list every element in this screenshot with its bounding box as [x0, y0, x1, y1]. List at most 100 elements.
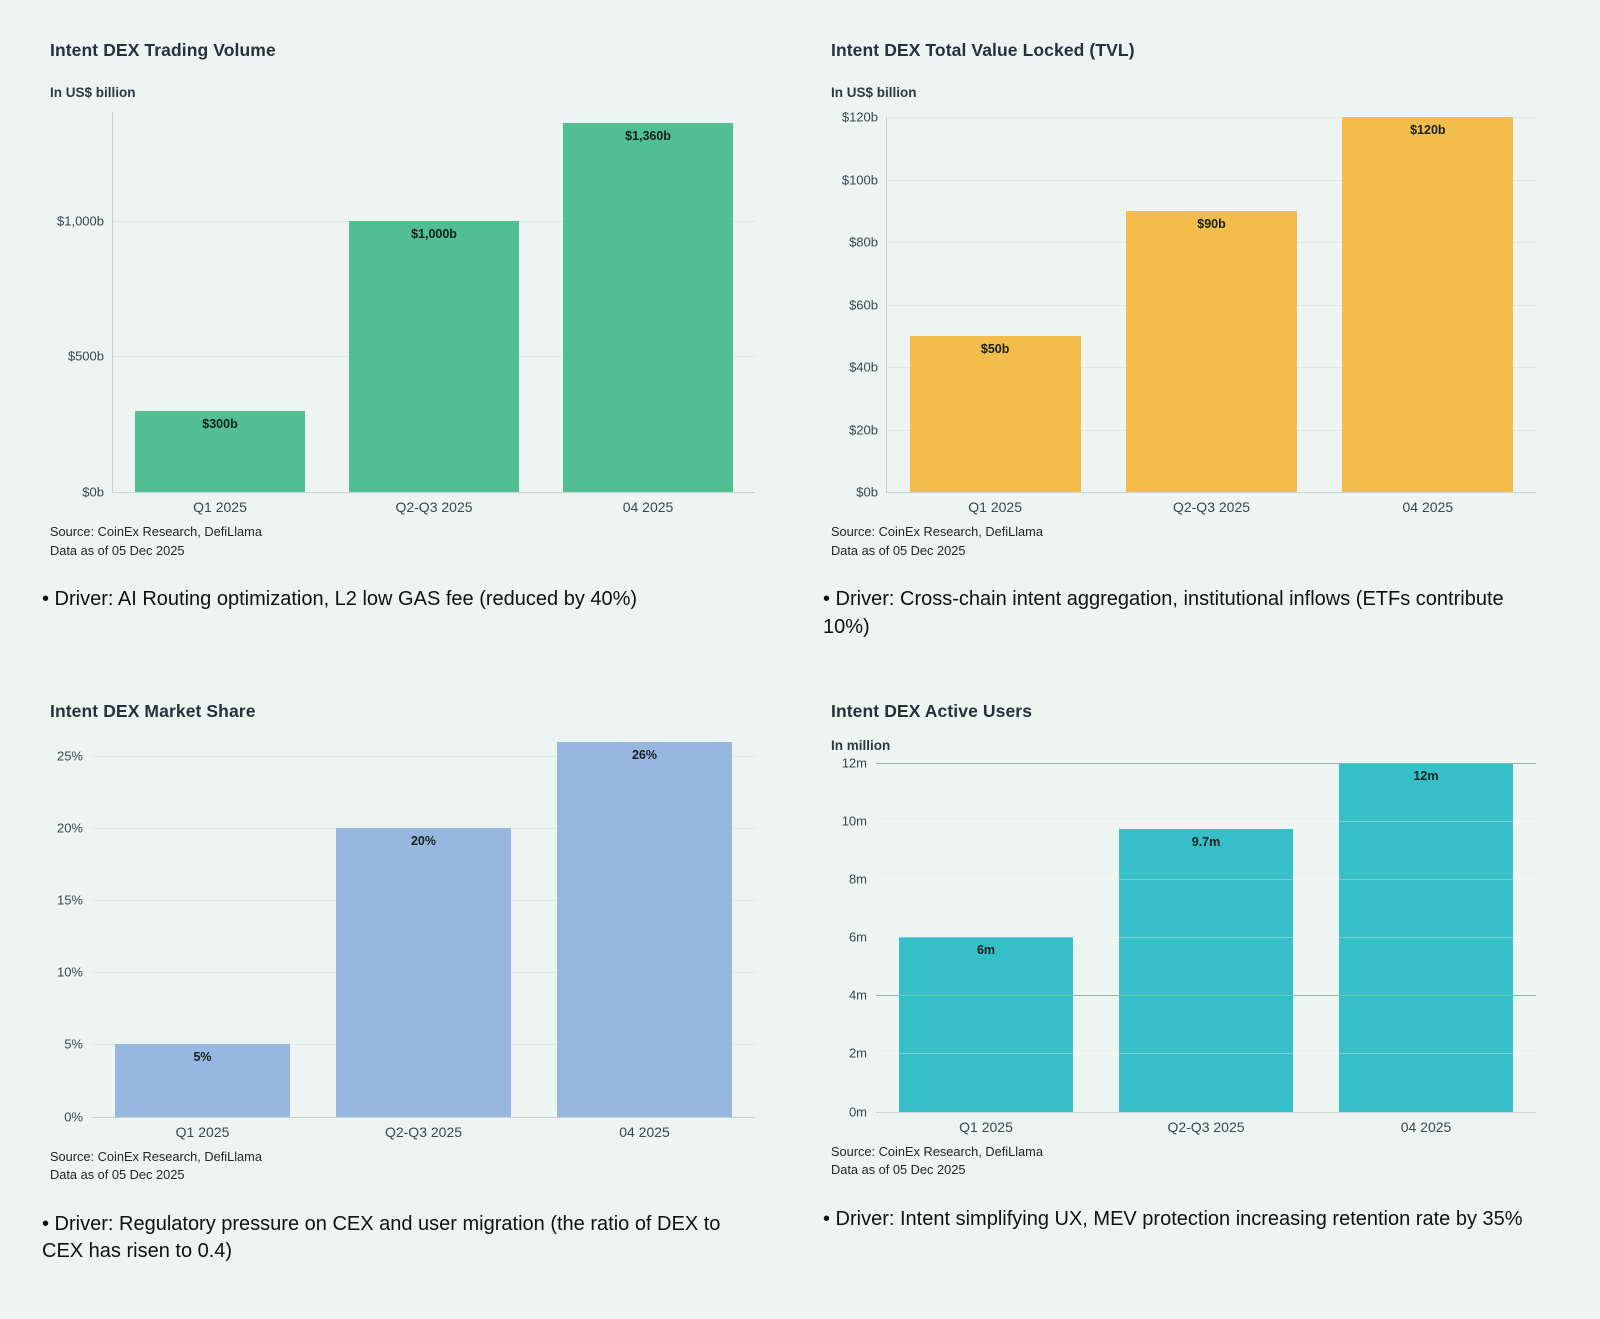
driver-note: • Driver: Regulatory pressure on CEX and…	[42, 1212, 721, 1263]
y-axis-unit-label: In US$ billion	[831, 85, 917, 100]
trading-volume-chart-card: Intent DEX Trading Volume In US$ billion…	[42, 40, 769, 649]
bar-value-label: 26%	[631, 747, 658, 762]
source-note: Source: CoinEx Research, DefiLlama Data …	[831, 523, 1550, 560]
bar-value-label: $90b	[1197, 216, 1226, 231]
driver-note: • Driver: Intent simplifying UX, MEV pro…	[823, 1207, 1523, 1230]
chart-title: Intent DEX Market Share	[50, 700, 256, 721]
x-axis-tick-label: Q2-Q3 2025	[395, 499, 473, 515]
y-axis-tick-label: 0m	[848, 1104, 867, 1119]
y-axis-tick-label: $1,000b	[57, 213, 104, 229]
x-axis-tick-label: 04 2025	[1402, 499, 1454, 515]
chart-title: Intent DEX Active Users	[831, 700, 1033, 721]
plot-row: $0b $20b $40b $60b $80b $100b $120b $50b Q1 2025…	[831, 110, 1550, 515]
y-axis-tick-label: $60b	[849, 297, 878, 312]
bar-value-label: 5%	[193, 1050, 212, 1065]
data-as-of-line: Data as of 05 Dec 2025	[50, 1167, 185, 1183]
bar	[563, 122, 733, 492]
bar	[1339, 762, 1513, 1112]
source-line: Source: CoinEx Research, DefiLlama	[50, 1148, 262, 1164]
bar	[557, 741, 732, 1117]
x-axis-tick-label: 04 2025	[622, 499, 674, 515]
y-axis-tick-label: 20%	[56, 820, 83, 836]
market-share-chart-card: Intent DEX Market Share 0% 5% 10% 15% 20% 25%…	[42, 700, 769, 1274]
tvl-chart-card: Intent DEX Total Value Locked (TVL) In U…	[823, 40, 1550, 649]
x-axis-tick-label: Q1 2025	[175, 1123, 230, 1140]
x-axis-tick-label: Q1 2025	[968, 499, 1023, 515]
source-line: Source: CoinEx Research, DefiLlama	[831, 1143, 1043, 1159]
y-axis-tick-label: $0b	[856, 484, 878, 500]
bar	[1342, 117, 1514, 492]
bar	[115, 1044, 290, 1117]
y-axis-tick-label: $40b	[849, 359, 878, 375]
plot-row: 0% 5% 10% 15% 20% 25% 5% Q1 2025 20% Q2-Q3 2025 26…	[50, 741, 769, 1140]
x-axis-tick-label: Q2-Q3 2025	[1167, 1118, 1245, 1135]
bar-value-label: $50b	[980, 341, 1010, 356]
gridline	[887, 117, 1536, 118]
gridline	[876, 937, 1536, 938]
y-axis-tick-label: 10m	[841, 813, 867, 829]
y-axis-tick-label: 2m	[848, 1045, 867, 1061]
data-as-of-line: Data as of 05 Dec 2025	[50, 542, 185, 558]
x-axis-tick-label: 04 2025	[619, 1123, 670, 1140]
bar	[1119, 829, 1293, 1112]
source-line: Source: CoinEx Research, DefiLlama	[50, 524, 262, 539]
gridline	[876, 1053, 1536, 1055]
plot-row: $0b $500b $1,000b $300b Q1 2025 $1,000b Q2-Q3 …	[50, 112, 769, 515]
y-axis-tick-label: 4m	[848, 987, 867, 1003]
driver-note: • Driver: Cross-chain intent aggregation…	[823, 588, 1504, 638]
chart-title: Intent DEX Total Value Locked (TVL)	[831, 40, 1135, 60]
y-axis-tick-label: $100b	[841, 172, 878, 187]
driver-note: • Driver: AI Routing optimization, L2 lo…	[42, 588, 638, 611]
active-users-chart-card: Intent DEX Active Users In million 0m 2m 4…	[823, 700, 1550, 1274]
y-axis-tick-label: 0%	[64, 1109, 83, 1124]
source-note: Source: CoinEx Research, DefiLlama Data …	[50, 1148, 769, 1185]
x-axis-tick-label: Q2-Q3 2025	[1172, 499, 1251, 515]
tvl-plot-area: $0b $20b $40b $60b $80b $100b $120b $50b Q1 2025…	[842, 110, 1536, 515]
y-axis-tick-label: 25%	[56, 748, 83, 764]
y-axis-tick-label: 12m	[841, 755, 867, 770]
bar-value-label: $1,000b	[411, 226, 457, 241]
plot-row: 0m 2m 4m 6m 8m 10m 12m 6m Q1 2025 9.7m Q2-Q3 2025 1…	[831, 755, 1550, 1135]
bar-value-label: $120b	[1410, 123, 1446, 137]
y-axis-tick-label: $80b	[849, 234, 878, 250]
y-axis-tick-label: 5%	[64, 1036, 83, 1052]
data-as-of-line: Data as of 05 Dec 2025	[831, 1162, 966, 1178]
bar-value-label: 20%	[410, 834, 437, 849]
y-axis-tick-label: 8m	[848, 871, 867, 887]
y-axis-unit-label: In million	[831, 737, 891, 753]
data-as-of-line: Data as of 05 Dec 2025	[831, 542, 966, 558]
bar	[909, 335, 1081, 492]
y-axis-tick-label: $0b	[82, 484, 104, 500]
x-axis-tick-label: Q1 2025	[959, 1118, 1013, 1135]
y-axis-tick-label: $20b	[849, 422, 878, 437]
bar	[899, 937, 1073, 1112]
trading-volume-plot-area: $0b $500b $1,000b $300b Q1 2025 $1,000b Q2-Q3 …	[57, 112, 755, 515]
active-users-plot-area: 0m 2m 4m 6m 8m 10m 12m 6m Q1 2025 9.7m Q2-Q3 2025 1…	[842, 755, 1536, 1135]
bar-value-label: $1,360b	[625, 128, 671, 143]
bar	[135, 410, 305, 492]
x-axis-tick-label: 04 2025	[1400, 1118, 1452, 1135]
bar	[349, 220, 519, 492]
bar	[1126, 210, 1297, 492]
gridline	[92, 755, 755, 757]
reference-line	[876, 995, 1536, 997]
source-line: Source: CoinEx Research, DefiLlama	[831, 524, 1043, 539]
source-note: Source: CoinEx Research, DefiLlama Data …	[831, 1143, 1550, 1180]
y-axis-unit-label: In US$ billion	[50, 85, 136, 100]
y-axis-tick-label: 15%	[56, 892, 83, 908]
bar-value-label: 12m	[1413, 768, 1439, 783]
x-axis-tick-label: Q1 2025	[193, 499, 247, 515]
gridline	[887, 179, 1536, 181]
gridline	[876, 878, 1536, 880]
y-axis-tick-label: 10%	[56, 964, 83, 980]
source-note: Source: CoinEx Research, DefiLlama Data …	[50, 523, 769, 560]
y-axis-tick-label: $120b	[841, 109, 878, 125]
bar-value-label: $300b	[202, 416, 238, 431]
gridline	[876, 820, 1536, 822]
market-share-plot-area: 0% 5% 10% 15% 20% 25% 5% Q1 2025 20% Q2-Q3 2025 26…	[57, 741, 755, 1140]
x-axis-tick-label: Q2-Q3 2025	[384, 1123, 463, 1140]
bar	[336, 828, 511, 1117]
bar-value-label: 6m	[976, 943, 996, 957]
y-axis-tick-label: $500b	[67, 348, 104, 364]
